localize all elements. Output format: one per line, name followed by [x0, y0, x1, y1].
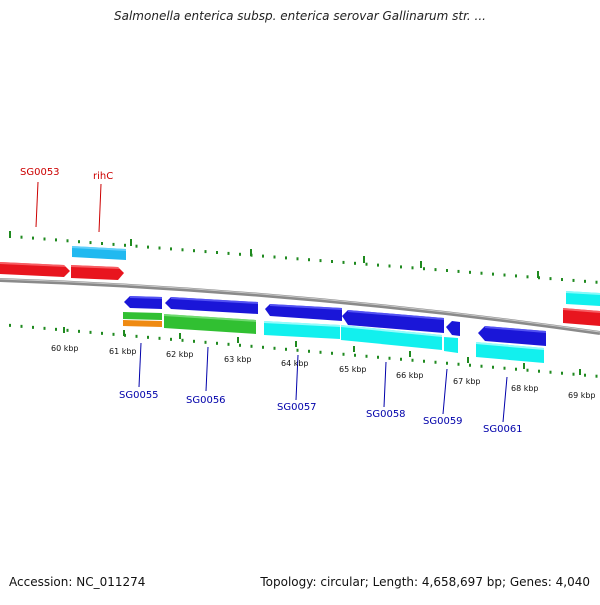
gene-label[interactable]: SG0061 [483, 424, 523, 435]
kbp-label: 69 kbp [568, 391, 596, 400]
gene-orange[interactable] [123, 320, 162, 327]
gene-SG0055[interactable] [124, 296, 162, 309]
genome-backbone [0, 278, 600, 335]
kbp-label: 67 kbp [453, 377, 481, 386]
gene-cyan-2[interactable] [341, 325, 442, 350]
kbp-label: 63 kbp [224, 355, 252, 364]
kbp-label: 61 kbp [109, 347, 137, 356]
gene-cyan-3[interactable] [444, 337, 458, 353]
kbp-label: 62 kbp [166, 350, 194, 359]
gene-label[interactable]: SG0055 [119, 390, 159, 401]
genome-backbone-highlight [0, 278, 600, 333]
gene-SG0056[interactable] [165, 297, 258, 314]
gene-label[interactable]: SG0056 [186, 395, 226, 406]
outer-features [0, 246, 600, 326]
gene-label[interactable]: SG0057 [277, 402, 317, 413]
kbp-scale: 60 kbp 61 kbp 62 kbp 63 kbp 64 kbp 65 kb… [51, 327, 596, 400]
gene-cyan-right[interactable] [566, 291, 600, 306]
gene-SG0061[interactable] [478, 326, 546, 346]
gene-green-1[interactable] [123, 312, 162, 320]
kbp-label: 64 kbp [281, 359, 309, 368]
gene-cyan-4[interactable] [476, 342, 544, 363]
gene-rihC[interactable] [72, 246, 126, 260]
gene-SG0053[interactable] [0, 262, 70, 277]
gene-red-2[interactable] [71, 265, 124, 280]
gene-green-2[interactable] [164, 314, 256, 334]
gene-SG0057[interactable] [265, 304, 342, 321]
genome-title: Salmonella enterica subsp. enterica sero… [114, 9, 486, 23]
outer-major-ticks [9, 231, 539, 278]
gene-red-right[interactable] [563, 308, 600, 326]
gene-label[interactable]: SG0058 [366, 409, 406, 420]
gene-cyan-1[interactable] [264, 321, 340, 339]
label-leaders [35, 181, 508, 423]
gene-label[interactable]: SG0053 [20, 167, 60, 178]
topology-label: Topology: circular; Length: 4,658,697 bp… [260, 575, 590, 589]
gene-label[interactable]: rihC [93, 171, 113, 182]
gene-SG0058[interactable] [342, 310, 444, 333]
minor-ticks [9, 234, 598, 378]
kbp-label: 60 kbp [51, 344, 79, 353]
accession-label: Accession: NC_011274 [9, 575, 146, 589]
kbp-label: 66 kbp [396, 371, 424, 380]
inner-features [123, 296, 546, 363]
kbp-label: 65 kbp [339, 365, 367, 374]
kbp-label: 68 kbp [511, 384, 539, 393]
gene-SG0059[interactable] [446, 321, 460, 336]
gene-labels: SG0053 rihC SG0055 SG0056 SG0057 SG0058 … [20, 167, 523, 435]
gene-label[interactable]: SG0059 [423, 416, 463, 427]
